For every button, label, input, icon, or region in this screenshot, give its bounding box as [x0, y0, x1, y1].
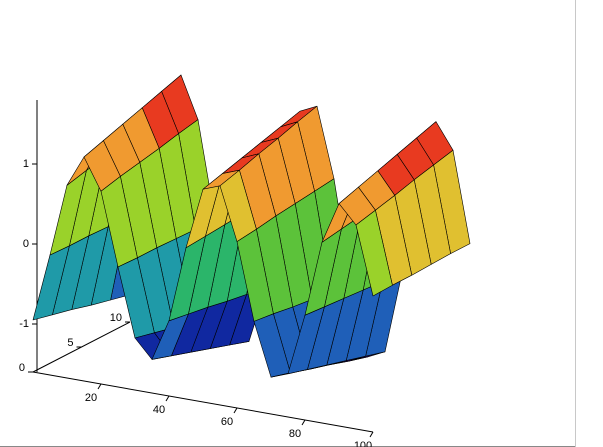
surface-patch: [355, 209, 393, 297]
y-tick-label: 10: [110, 312, 122, 324]
x-tick: [97, 383, 102, 390]
x-tick: [369, 431, 374, 438]
x-tick: [165, 395, 170, 402]
z-tick-label: 1: [23, 158, 29, 170]
z-tick-label: -1: [19, 318, 29, 330]
x-tick-label: 80: [289, 428, 301, 440]
x-tick: [233, 407, 238, 414]
x-tick-label: 20: [85, 392, 97, 404]
x-tick: [301, 419, 306, 426]
x-tick-label: 40: [153, 404, 165, 416]
x-tick-label: 60: [221, 416, 233, 428]
y-tick-label: 0: [19, 362, 25, 374]
x-tick-label: 100: [354, 440, 372, 447]
y-tick-label: 5: [67, 337, 73, 349]
z-tick-label: 0: [23, 238, 29, 250]
x-axis: [32, 371, 374, 433]
